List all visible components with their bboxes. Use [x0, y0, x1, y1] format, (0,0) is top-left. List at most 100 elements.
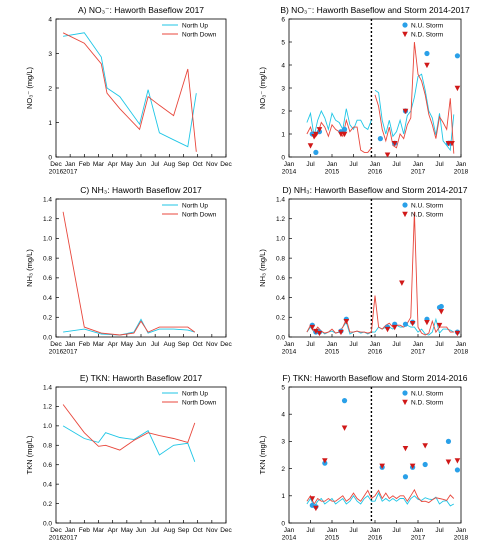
x-tick-label: Mar	[93, 161, 105, 168]
x-tick-label: Aug	[164, 161, 176, 168]
x-tick-label: Jul	[151, 527, 160, 534]
y-tick-label: 0.4	[43, 481, 52, 488]
x-tick-label: Jan	[370, 161, 381, 168]
x-tick-label: Apr	[108, 341, 119, 348]
x-tick-label: Jul	[392, 527, 401, 534]
y-tick-label: 1.2	[43, 216, 52, 223]
legend: North Up North Down	[162, 202, 217, 218]
x-tick-label: Jul	[435, 527, 444, 534]
y-axis-label: NO₃⁻ (mg/L)	[25, 66, 34, 109]
series-group	[62, 32, 197, 152]
x-tick-year: 2015	[325, 349, 340, 356]
storm-point-down	[402, 108, 409, 115]
storm-point-down	[307, 143, 314, 149]
plot-frame	[55, 198, 227, 338]
y-axis-label: TKN (mg/L)	[25, 435, 34, 474]
x-tick-label: Jan	[456, 341, 467, 348]
x-tick-label: Dec	[50, 341, 62, 348]
legend: North Up North Down	[162, 22, 217, 38]
legend-swatch-circle	[402, 390, 408, 396]
legend: North Up North Down	[162, 390, 217, 406]
storm-point-up	[313, 149, 319, 155]
storm-point-up	[438, 303, 444, 310]
series-group	[62, 211, 196, 336]
x-tick-year: 2017	[411, 535, 426, 542]
legend-label: N.D. Storm	[411, 31, 443, 38]
storm-point-down	[422, 443, 428, 449]
storm-point-down	[454, 458, 461, 464]
x-tick-label: Feb	[79, 341, 91, 348]
x-tick-label: Jan	[327, 161, 338, 168]
y-tick-label: 1	[48, 120, 52, 127]
storm-point-up	[422, 461, 428, 468]
panel-d: D) NH₃: Haworth Baseflow and Storm 2014-…	[258, 185, 469, 356]
panel-title: D) NH₃: Haworth Baseflow and Storm 2014-…	[283, 185, 468, 195]
y-tick-label: 0	[281, 154, 285, 161]
x-tick-label: Jul	[306, 161, 315, 168]
y-tick-label: 0.6	[43, 462, 52, 469]
x-tick-label: Jan	[370, 527, 381, 534]
x-tick-year: 2018	[454, 535, 469, 542]
y-tick-label: 0.4	[276, 295, 285, 302]
y-tick-label: 0.0	[43, 334, 52, 341]
storm-point-down	[424, 62, 430, 69]
x-tick-label: Jan	[65, 527, 76, 534]
x-tick-label: Jun	[136, 161, 147, 168]
y-tick-label: 0	[48, 154, 52, 161]
x-tick-label: Nov	[206, 527, 218, 534]
x-tick-label: Jul	[349, 161, 358, 168]
storm-point-down	[409, 463, 416, 469]
x-tick-year: 2016	[49, 349, 64, 356]
y-tick-label: 0.0	[43, 520, 52, 527]
x-tick-label: Jan	[413, 161, 424, 168]
x-tick-label: Jan	[65, 341, 76, 348]
x-tick-label: Jul	[435, 161, 444, 168]
storm-point-down	[399, 280, 405, 286]
storm-point-up	[454, 467, 461, 473]
x-tick-label: Jan	[370, 341, 381, 348]
x-tick-label: Jan	[456, 161, 467, 168]
series-line-down	[374, 41, 455, 154]
x-tick-label: Jan	[284, 161, 295, 168]
storm-point-down	[402, 445, 409, 452]
x-tick-year: 2014	[282, 169, 297, 176]
x-tick-label: Jan	[327, 341, 338, 348]
x-tick-label: Apr	[108, 161, 119, 168]
y-tick-label: 0.2	[43, 315, 52, 322]
plot-frame	[55, 386, 227, 524]
panel-title: E) TKN: Haworth Baseflow 2017	[80, 373, 202, 383]
storm-point-down	[309, 496, 316, 502]
y-tick-label: 5	[281, 39, 285, 46]
panel-title: F) TKN: Haworth Baseflow and Storm 2014-…	[282, 373, 467, 383]
y-tick-label: 1.4	[43, 384, 52, 391]
storm-point-up	[424, 50, 430, 57]
panel-c: C) NH₃: Haworth Baseflow 2017 0.0 0.2 0.4 0.…	[25, 185, 233, 356]
x-tick-label: Jul	[349, 527, 358, 534]
storm-point-down	[445, 459, 452, 465]
x-tick-label: Dec	[220, 527, 232, 534]
legend-swatch-triangle	[402, 31, 408, 38]
x-tick-label: Jul	[306, 527, 315, 534]
x-tick-label: Dec	[220, 341, 232, 348]
x-tick-label: Jul	[151, 161, 160, 168]
storm-point-up	[402, 321, 409, 327]
storm-point-down	[379, 463, 385, 469]
x-tick-label: May	[121, 161, 134, 168]
legend-label: North Up	[182, 202, 208, 209]
panel-title: A) NO₃⁻: Haworth Baseflow 2017	[78, 5, 204, 15]
storm-point-down	[454, 85, 461, 92]
x-tick-label: Mar	[93, 527, 105, 534]
series-line-up	[63, 318, 195, 336]
x-tick-label: Feb	[79, 161, 91, 168]
y-tick-label: 4	[48, 16, 52, 23]
x-tick-year: 2016	[49, 535, 64, 542]
x-tick-label: Jan	[413, 527, 424, 534]
y-axis-label: TKN (mg/L)	[258, 435, 267, 474]
panel-f: F) TKN: Haworth Baseflow and Storm 2014-…	[258, 373, 469, 542]
x-tick-label: Jul	[392, 161, 401, 168]
y-tick-label: 0.2	[276, 315, 285, 322]
x-tick-label: Jan	[327, 527, 338, 534]
x-tick-label: Jul	[435, 341, 444, 348]
storm-point-down	[316, 127, 323, 133]
